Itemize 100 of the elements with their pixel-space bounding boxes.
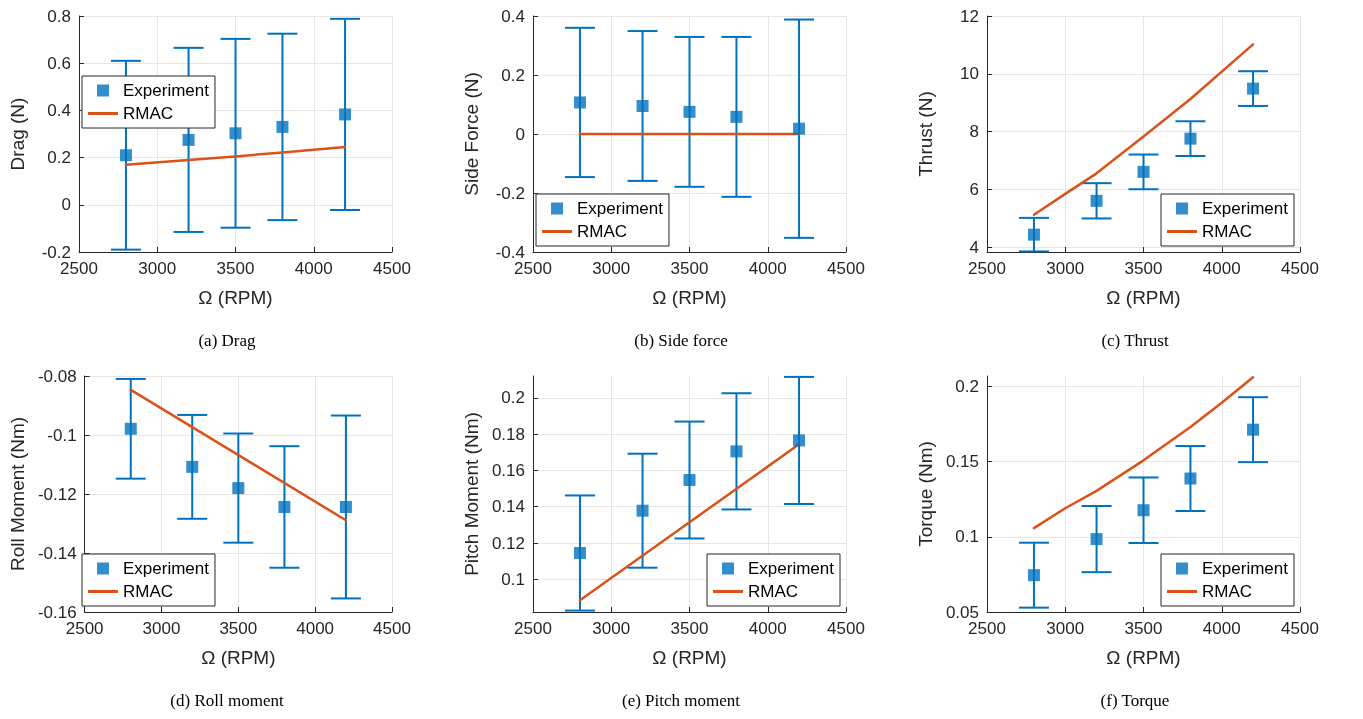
x-tick-label: 2500 [60, 259, 98, 278]
point [1027, 569, 1040, 582]
y-tick-label: 0.15 [945, 452, 979, 472]
x-tick-label: 3500 [670, 259, 709, 278]
x-tick-label: 4000 [1202, 259, 1241, 278]
text: (a) Drag [198, 331, 257, 350]
point [730, 445, 743, 458]
legend-label: RMAC [1202, 222, 1253, 241]
y-tick-label: 0.1 [955, 527, 979, 547]
point [1137, 504, 1150, 517]
point [1184, 472, 1197, 485]
y-tick-label: 6 [969, 180, 979, 200]
y-tick-label: 0.1 [501, 569, 525, 589]
point [1090, 533, 1103, 546]
point [1137, 165, 1150, 178]
line-series [124, 145, 347, 166]
legend-label: RMAC [748, 582, 799, 601]
y-tick-label: -0.2 [41, 242, 71, 262]
point [793, 122, 806, 135]
x-tick-label: 4500 [1281, 619, 1319, 638]
y-tick-label: -0.4 [495, 242, 525, 262]
x-tick-label: 3000 [142, 619, 181, 638]
y-tick-label: 12 [960, 6, 979, 26]
x-tick-label: 4500 [373, 259, 411, 278]
x-tick-label: 3500 [670, 619, 709, 638]
x-axis-title: Ω (RPM) [201, 647, 276, 668]
x-tick-label: 3500 [216, 259, 255, 278]
x-tick-label: 4500 [827, 619, 865, 638]
line-series [1032, 375, 1255, 530]
legend-label: RMAC [123, 582, 174, 601]
x-tick-label: 4500 [1281, 259, 1319, 278]
point [276, 120, 289, 133]
x-tick-label: 3500 [219, 619, 258, 638]
x-tick-label: 3500 [1124, 619, 1163, 638]
y-tick-label: 10 [960, 64, 979, 84]
x-axis-title: Ω (RPM) [1106, 647, 1181, 668]
point [683, 105, 696, 118]
point [232, 482, 245, 495]
point [1027, 228, 1040, 241]
y-tick-label: 0.14 [491, 497, 525, 517]
y-tick-label: -0.14 [37, 543, 77, 563]
y-tick-label: 0.8 [47, 6, 71, 26]
y-tick-label: 0.6 [47, 53, 71, 73]
y-tick-label: -0.1 [47, 425, 77, 445]
legend-label: Experiment [123, 81, 210, 100]
point [124, 422, 137, 435]
y-tick-label: -0.12 [37, 484, 77, 504]
y-tick-label: -0.08 [37, 366, 77, 386]
point [1247, 423, 1260, 436]
x-tick-label: 3000 [592, 259, 631, 278]
point [793, 434, 806, 447]
y-tick-label: 0 [515, 124, 525, 144]
legend-label: Experiment [123, 559, 210, 578]
y-tick-label: 4 [969, 237, 979, 257]
point [119, 149, 132, 162]
x-tick-label: 4500 [827, 259, 865, 278]
x-tick-label: 3000 [1046, 259, 1085, 278]
x-tick-label: 3000 [138, 259, 177, 278]
y-axis-title: Pitch Moment (Nm) [461, 412, 482, 576]
legend-label: Experiment [1202, 199, 1289, 218]
x-tick-label: 4000 [1202, 619, 1241, 638]
x-tick-label: 4500 [373, 619, 411, 638]
point [636, 99, 649, 112]
point [229, 127, 242, 140]
point [186, 460, 199, 473]
point [339, 500, 352, 513]
y-tick-label: 8 [969, 122, 979, 142]
y-tick-label: 0.12 [491, 533, 525, 553]
legend-label: Experiment [577, 199, 664, 218]
x-tick-label: 2500 [514, 619, 552, 638]
y-axis-title: Roll Moment (Nm) [7, 416, 28, 572]
point [339, 108, 352, 121]
point [636, 504, 649, 517]
y-axis-title: Drag (N) [7, 97, 28, 171]
x-tick-label: 4000 [748, 259, 787, 278]
x-tick-label: 3000 [592, 619, 631, 638]
y-tick-label: -0.2 [495, 183, 525, 203]
point [573, 547, 586, 559]
point [573, 96, 586, 109]
y-tick-label: -0.16 [37, 602, 77, 622]
x-tick-label: 3000 [1046, 619, 1085, 638]
y-axis-title: Thrust (N) [915, 91, 936, 177]
x-axis-title: Ω (RPM) [198, 287, 273, 308]
y-tick-label: 0.2 [955, 377, 979, 397]
point [683, 474, 696, 487]
x-tick-label: 2500 [968, 619, 1006, 638]
x-tick-label: 2500 [514, 259, 552, 278]
y-tick-label: 0 [61, 195, 71, 215]
legend-label: RMAC [1202, 582, 1253, 601]
x-axis-title: Ω (RPM) [652, 647, 727, 668]
x-tick-label: 2500 [65, 619, 104, 638]
x-tick-label: 4000 [748, 619, 787, 638]
x-tick-label: 4000 [294, 259, 333, 278]
x-tick-label: 4000 [296, 619, 335, 638]
x-tick-label: 2500 [968, 259, 1006, 278]
legend-label: Experiment [748, 559, 835, 578]
text: (b) Side force [634, 331, 728, 350]
legend-label: RMAC [123, 104, 174, 123]
y-axis-title: Side Force (N) [461, 72, 482, 196]
x-tick-label: 3500 [1124, 259, 1163, 278]
